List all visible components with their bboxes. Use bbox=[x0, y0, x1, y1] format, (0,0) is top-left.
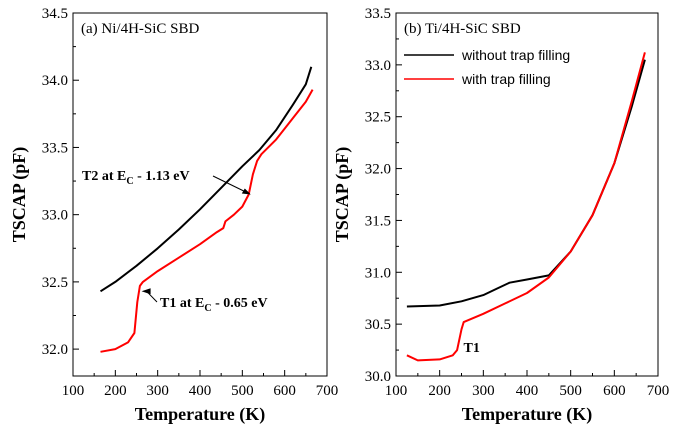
x-tick-label: 400 bbox=[189, 383, 212, 399]
y-tick-label: 32.0 bbox=[365, 162, 391, 178]
panel-label: (b) Ti/4H-SiC SBD bbox=[404, 21, 521, 37]
y-tick-label: 33.0 bbox=[42, 208, 68, 224]
x-axis-title: Temperature (K) bbox=[135, 404, 265, 425]
x-tick-label: 300 bbox=[472, 383, 495, 399]
x-tick-label: 700 bbox=[316, 383, 339, 399]
x-tick-label: 400 bbox=[516, 383, 539, 399]
x-tick-label: 600 bbox=[273, 383, 296, 399]
x-axis-title: Temperature (K) bbox=[462, 404, 592, 425]
x-tick-label: 200 bbox=[428, 383, 451, 399]
y-tick-label: 32.5 bbox=[42, 275, 68, 291]
panel-label: (a) Ni/4H-SiC SBD bbox=[81, 21, 200, 37]
x-tick-label: 500 bbox=[559, 383, 582, 399]
x-tick-label: 200 bbox=[104, 383, 127, 399]
y-tick-label: 31.0 bbox=[365, 265, 391, 281]
y-tick-label: 32.5 bbox=[365, 110, 391, 126]
plot-frame bbox=[395, 12, 659, 377]
annotation-t1: T1 at EC - 0.65 eV bbox=[160, 296, 268, 314]
annotation-arrow-t2 bbox=[212, 175, 248, 193]
y-tick-label: 33.5 bbox=[42, 140, 68, 156]
arrow-head bbox=[241, 188, 251, 195]
y-axis-title: TSCAP (pF) bbox=[9, 147, 30, 243]
x-tick-label: 600 bbox=[603, 383, 626, 399]
y-tick-label: 31.5 bbox=[365, 213, 391, 229]
arrow-head bbox=[141, 288, 151, 295]
y-tick-label: 34.0 bbox=[42, 73, 68, 89]
x-tick-label: 100 bbox=[62, 383, 85, 399]
y-tick-label: 34.5 bbox=[42, 6, 68, 22]
y-tick-label: 33.5 bbox=[365, 6, 391, 22]
y-tick-label: 30.0 bbox=[365, 369, 391, 385]
x-tick-label: 300 bbox=[146, 383, 169, 399]
y-tick-label: 33.0 bbox=[365, 58, 391, 74]
y-tick-label: 32.0 bbox=[42, 342, 68, 358]
y-axis-title: TSCAP (pF) bbox=[332, 147, 353, 243]
x-tick-label: 700 bbox=[647, 383, 670, 399]
panel-b: 100 200 300 400 500 600 700 30.0 30.5 31.0 31.5 32.… bbox=[332, 6, 669, 425]
annotation-t1: T1 bbox=[464, 341, 480, 356]
series-line-black bbox=[406, 59, 646, 308]
x-tick-label: 500 bbox=[231, 383, 254, 399]
legend-label: with trap filling bbox=[461, 71, 551, 87]
y-tick-label: 30.5 bbox=[365, 317, 391, 333]
legend-label: without trap filling bbox=[461, 47, 570, 63]
series-line-black bbox=[99, 66, 313, 293]
panel-a: 100 200 300 400 500 600 700 32.0 32.5 33.0 33.5 34.… bbox=[9, 6, 338, 425]
annotation-arrow-t1 bbox=[147, 291, 158, 303]
plot-frame bbox=[72, 12, 328, 377]
x-tick-label: 100 bbox=[385, 383, 408, 399]
series-line-red bbox=[406, 52, 646, 362]
annotation-t2: T2 at EC - 1.13 eV bbox=[82, 169, 190, 187]
series-line-red bbox=[100, 89, 314, 353]
